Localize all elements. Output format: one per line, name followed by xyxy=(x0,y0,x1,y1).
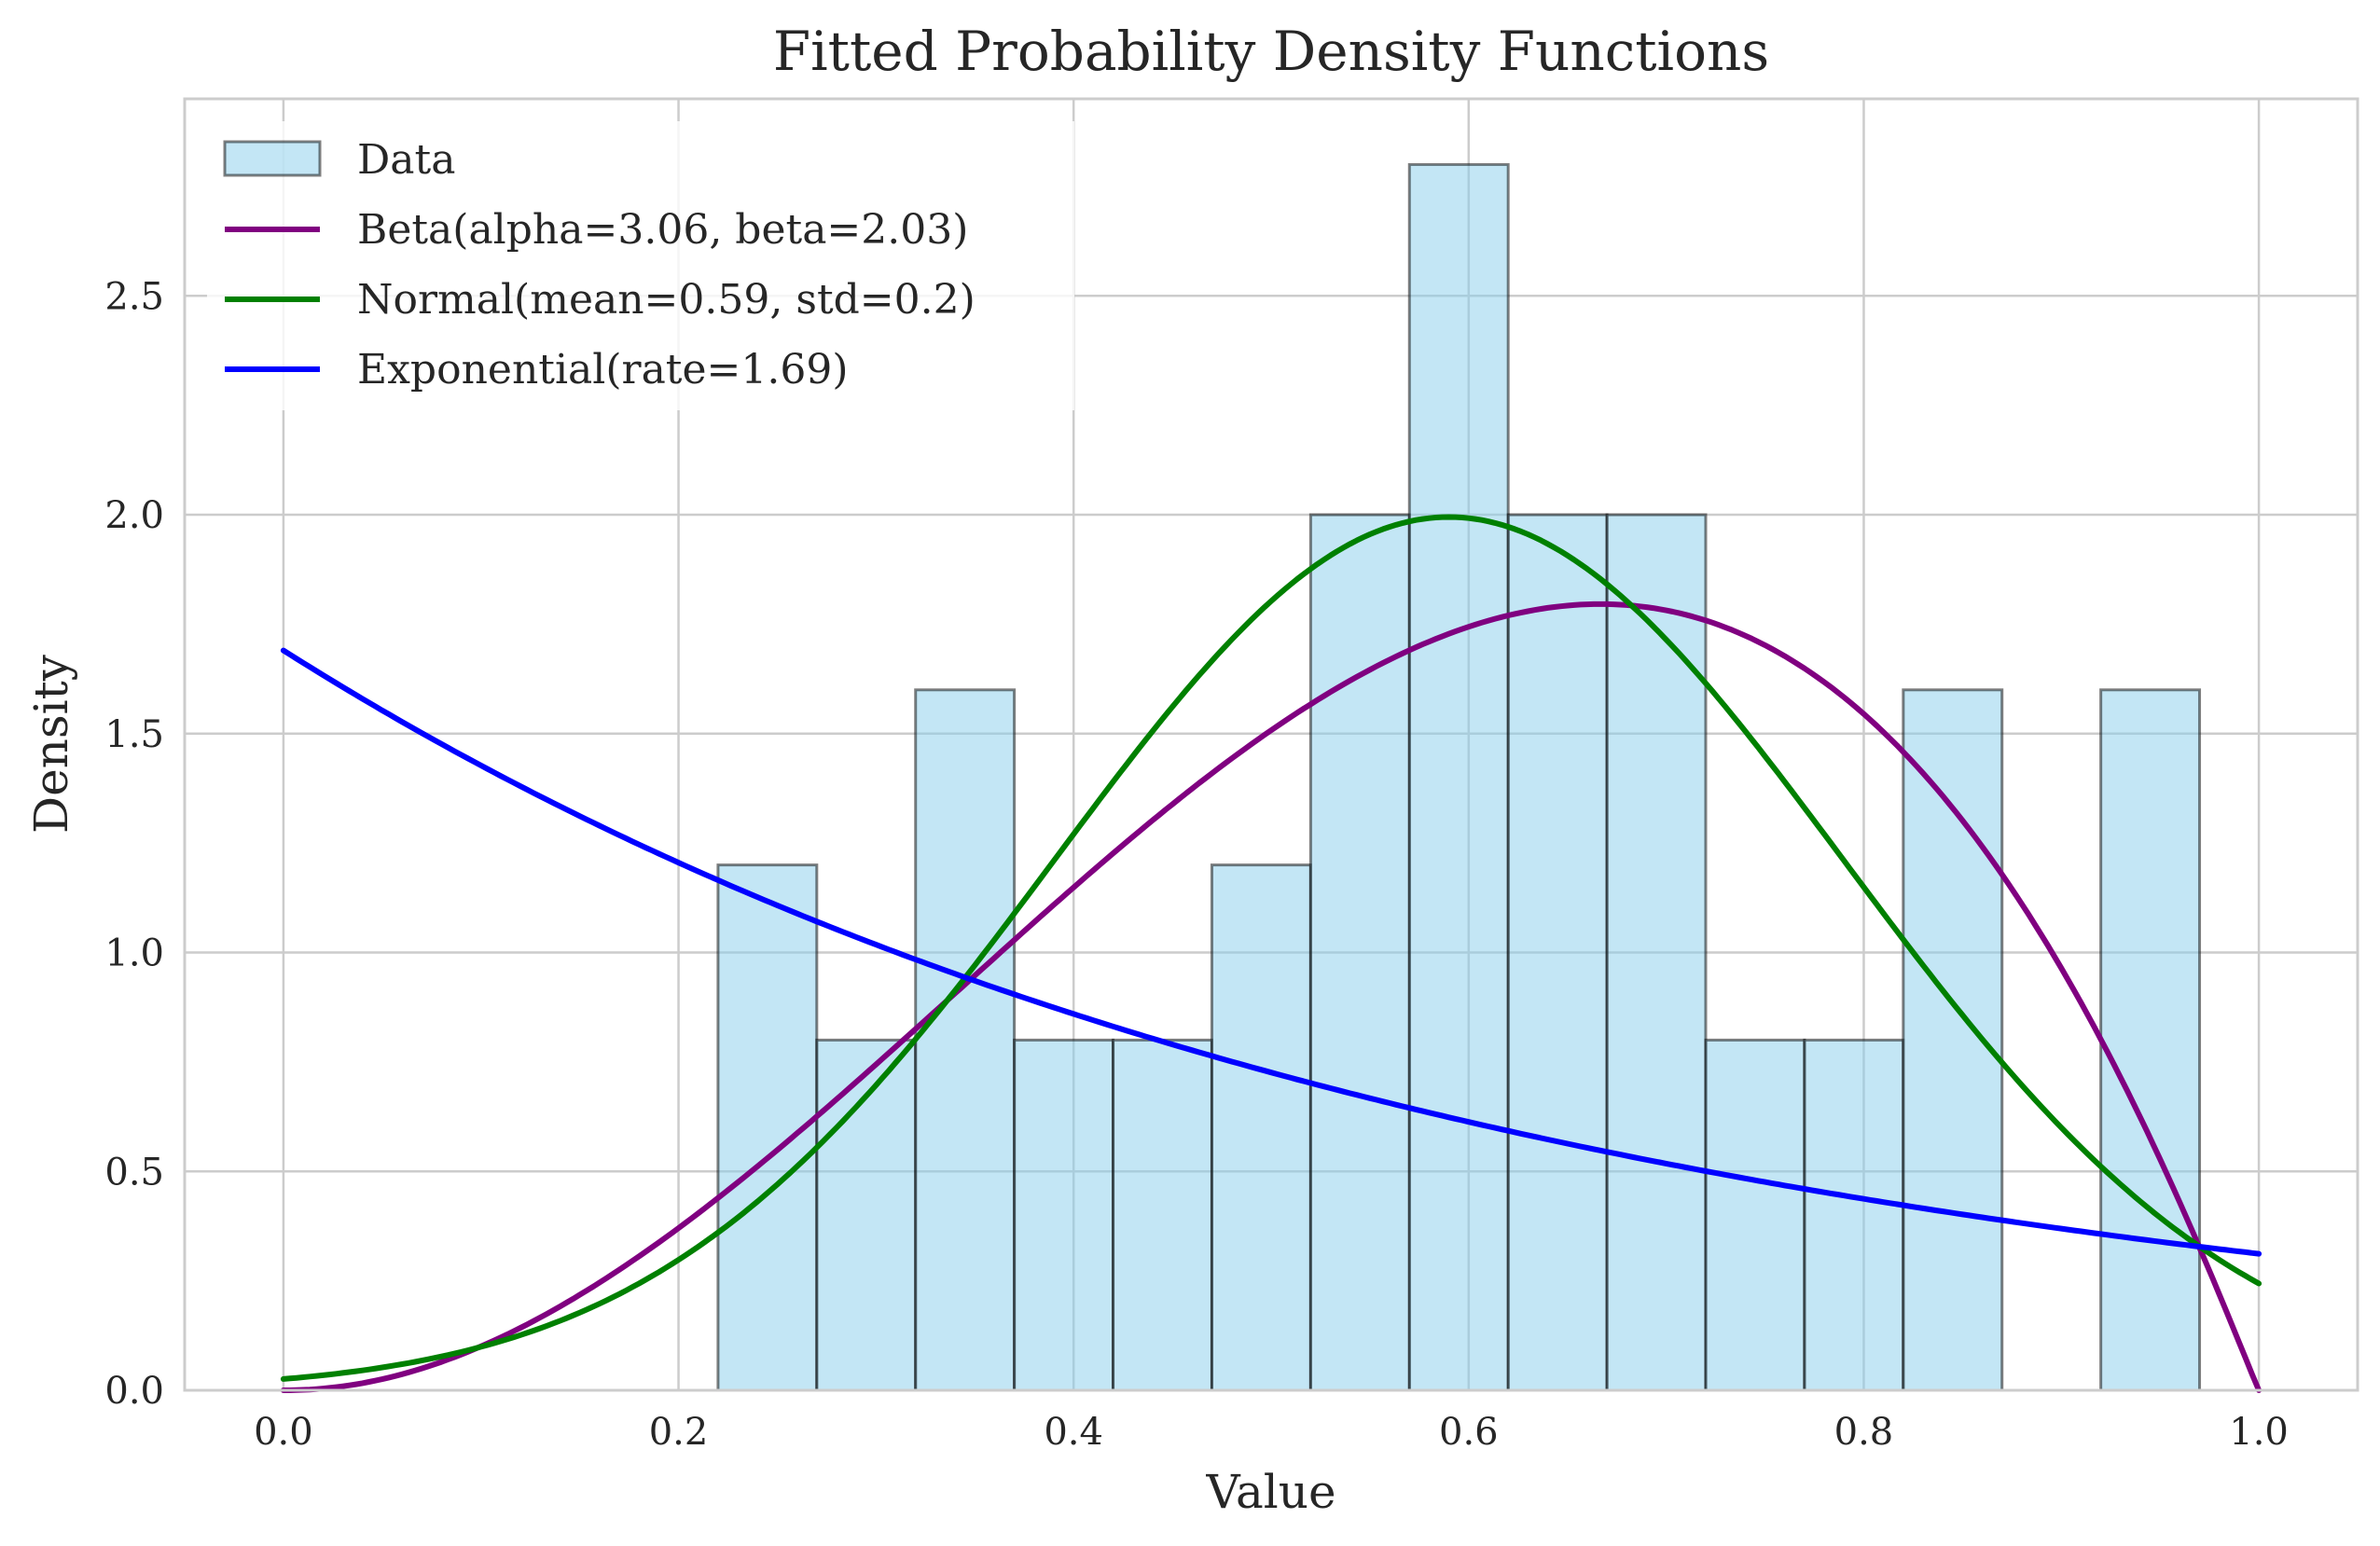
y-axis-label: Density xyxy=(24,654,78,834)
histogram-bar xyxy=(1112,1038,1213,1392)
histogram-bars xyxy=(716,162,2202,1392)
histogram-bar xyxy=(1902,688,2004,1392)
histogram-bar xyxy=(1210,863,1312,1392)
histogram-bar xyxy=(1013,1038,1115,1392)
x-tick-label: 1.0 xyxy=(2229,1411,2289,1454)
x-tick-label: 0.0 xyxy=(254,1411,313,1454)
y-tick-label: 1.5 xyxy=(104,713,164,756)
beta-curve xyxy=(280,600,2262,1393)
legend-entry-exponential: Exponential(rate=1.69) xyxy=(225,346,849,393)
fitted-curves xyxy=(280,514,2262,1393)
y-tick-label: 0.5 xyxy=(104,1151,164,1194)
legend-swatch-data xyxy=(223,140,322,177)
chart-title: Fitted Probability Density Functions xyxy=(773,20,1769,83)
y-tick-label: 2.0 xyxy=(104,494,164,537)
x-axis-label: Value xyxy=(1205,1465,1335,1519)
histogram-bar xyxy=(914,688,1017,1392)
legend-background xyxy=(207,121,1074,410)
legend-entry-data: Data xyxy=(223,136,455,184)
histogram-bar xyxy=(2099,688,2202,1392)
legend-label-beta: Beta(alpha=3.06, beta=2.03) xyxy=(357,206,968,254)
legend-entry-beta: Beta(alpha=3.06, beta=2.03) xyxy=(225,206,968,254)
histogram-bar xyxy=(1506,513,1609,1392)
normal-curve xyxy=(280,514,2262,1382)
legend-label-data: Data xyxy=(357,136,455,184)
y-tick-label: 2.5 xyxy=(104,275,164,318)
x-tick-label: 0.8 xyxy=(1834,1411,1894,1454)
legend-entry-normal: Normal(mean=0.59, std=0.2) xyxy=(225,276,976,324)
y-tick-label: 1.0 xyxy=(104,932,164,975)
y-tick-label: 0.0 xyxy=(104,1370,164,1413)
x-tick-label: 0.2 xyxy=(649,1411,709,1454)
histogram-bar xyxy=(1308,513,1411,1392)
histogram-bar xyxy=(1605,513,1708,1392)
exponential-curve xyxy=(280,647,2262,1257)
histogram-bar xyxy=(1407,162,1510,1392)
histogram-bar xyxy=(1803,1038,1905,1392)
y-tick-labels: 0.0 0.5 1.0 1.5 2.0 2.5 xyxy=(104,275,164,1413)
histogram-bar xyxy=(1704,1038,1806,1392)
x-tick-labels: 0.0 0.2 0.4 0.6 0.8 1.0 xyxy=(254,1411,2289,1454)
legend-label-normal: Normal(mean=0.59, std=0.2) xyxy=(357,276,976,324)
legend: Data Beta(alpha=3.06, beta=2.03) Normal(… xyxy=(207,121,1074,410)
x-tick-label: 0.6 xyxy=(1439,1411,1499,1454)
plot-frame xyxy=(183,97,2359,1392)
x-tick-label: 0.4 xyxy=(1044,1411,1103,1454)
legend-label-exponential: Exponential(rate=1.69) xyxy=(357,346,849,393)
